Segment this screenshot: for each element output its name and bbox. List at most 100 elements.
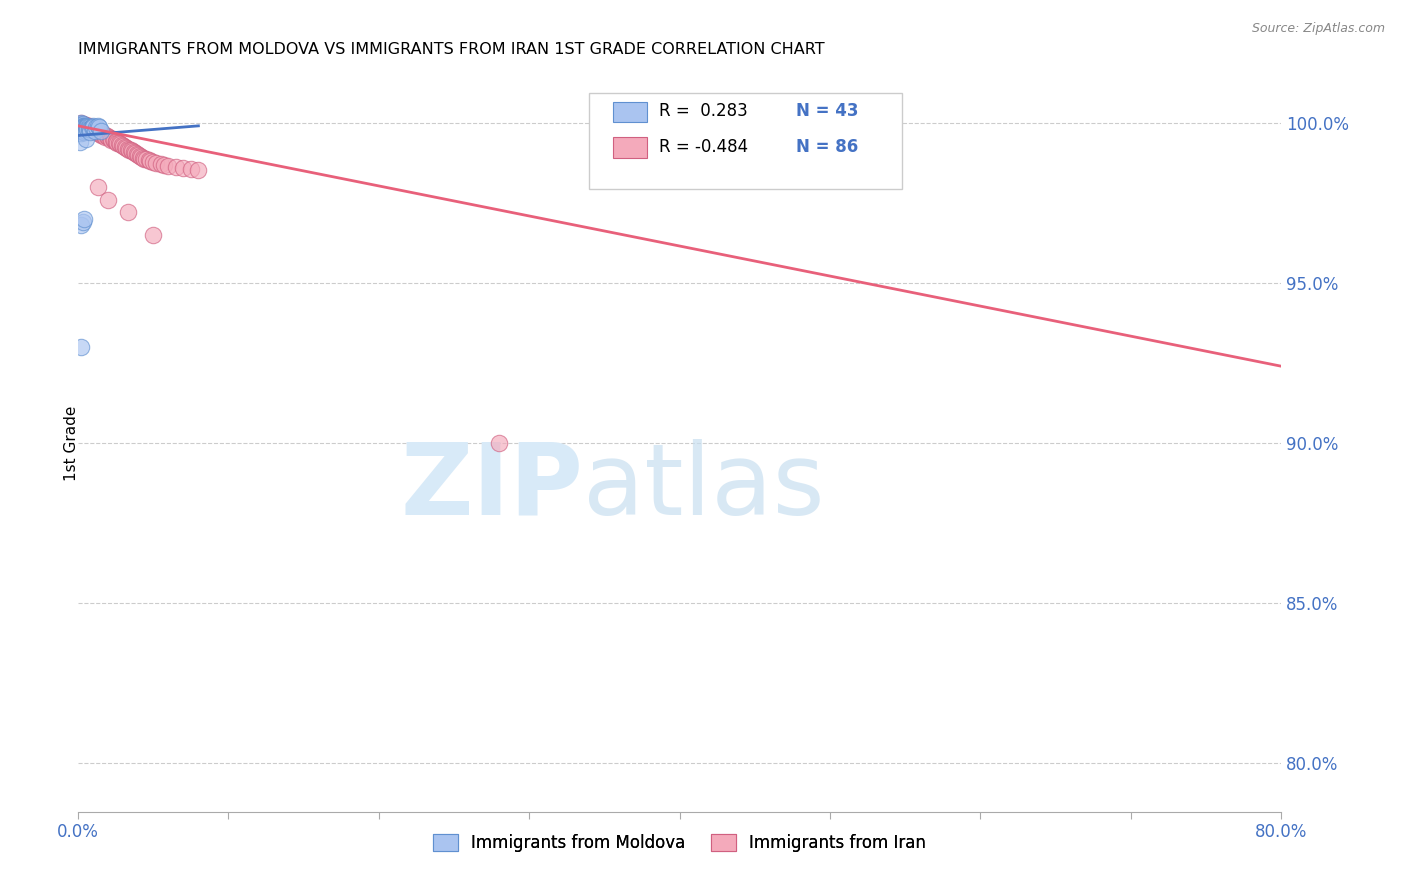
Point <box>94 130 117 145</box>
Point <box>76 119 98 133</box>
Point <box>104 134 127 148</box>
Point <box>77 122 100 136</box>
Point <box>79 120 101 135</box>
Point <box>132 151 155 165</box>
Point <box>91 128 114 143</box>
Y-axis label: 1st Grade: 1st Grade <box>63 405 79 481</box>
Point <box>100 133 122 147</box>
Point <box>76 119 98 133</box>
Point <box>86 124 108 138</box>
Point <box>76 120 98 135</box>
Point <box>77 120 100 135</box>
Point <box>86 119 108 133</box>
Point <box>73 120 96 135</box>
Point <box>77 120 100 134</box>
Point <box>94 128 117 143</box>
Point <box>142 227 165 242</box>
Point <box>149 157 172 171</box>
Point <box>72 119 94 133</box>
Point <box>90 126 112 140</box>
Point <box>115 141 138 155</box>
Point <box>117 205 139 219</box>
Point <box>70 116 93 130</box>
Point <box>82 119 104 133</box>
Point <box>103 133 125 147</box>
Point <box>75 120 97 135</box>
Point <box>79 122 101 136</box>
Point <box>75 120 97 134</box>
Point <box>82 122 104 136</box>
Point <box>114 140 136 154</box>
Point <box>142 155 165 169</box>
Point <box>187 163 209 178</box>
Point <box>69 120 91 135</box>
Point <box>134 152 156 166</box>
Point <box>129 150 152 164</box>
Point <box>90 123 112 137</box>
Point <box>79 125 101 139</box>
Text: ZIP: ZIP <box>401 439 583 536</box>
Point <box>118 143 141 157</box>
Point <box>75 121 97 136</box>
Point <box>80 121 103 136</box>
Point <box>138 153 160 168</box>
Legend: Immigrants from Moldova, Immigrants from Iran: Immigrants from Moldova, Immigrants from… <box>426 827 932 858</box>
Point <box>139 154 162 169</box>
Point <box>127 147 149 161</box>
Point <box>83 122 105 136</box>
Point <box>122 145 145 160</box>
Point <box>98 131 121 145</box>
Point <box>120 143 142 157</box>
Point <box>125 146 148 161</box>
Point <box>72 120 94 135</box>
Point <box>180 162 202 177</box>
Point <box>72 117 94 131</box>
Point <box>97 130 120 145</box>
Point <box>70 119 93 133</box>
Point <box>70 118 93 132</box>
Point <box>104 135 127 149</box>
Text: R =  0.283: R = 0.283 <box>659 103 748 120</box>
Point <box>70 116 93 130</box>
Point <box>69 117 91 131</box>
Point <box>73 119 96 133</box>
Point <box>69 119 91 133</box>
Point <box>73 121 96 136</box>
Point <box>76 122 98 136</box>
Point <box>72 215 94 229</box>
Point <box>89 120 111 135</box>
Bar <box>613 137 647 158</box>
Point <box>76 122 98 136</box>
Point <box>117 142 139 156</box>
Point <box>73 118 96 132</box>
Point <box>124 145 146 160</box>
Point <box>69 135 91 149</box>
Bar <box>613 102 647 122</box>
Point <box>153 158 176 172</box>
Point <box>73 211 96 226</box>
Text: N = 43: N = 43 <box>796 103 859 120</box>
Point <box>83 123 105 137</box>
Point <box>76 120 98 135</box>
Point <box>135 152 157 166</box>
Point <box>72 120 94 135</box>
Point <box>79 122 101 136</box>
Point <box>89 125 111 139</box>
Point <box>77 121 100 136</box>
Text: R = -0.484: R = -0.484 <box>659 137 748 156</box>
Point <box>70 118 93 132</box>
Point <box>110 137 132 152</box>
Point <box>72 122 94 136</box>
Point <box>70 218 93 232</box>
Point <box>100 131 122 145</box>
Point <box>80 122 103 136</box>
Point <box>112 139 135 153</box>
Point <box>86 126 108 140</box>
Point <box>70 120 93 135</box>
Point <box>75 119 97 133</box>
Point <box>121 144 143 158</box>
Point <box>90 128 112 142</box>
Point <box>157 159 180 173</box>
Point <box>72 119 94 133</box>
Point <box>97 193 120 207</box>
